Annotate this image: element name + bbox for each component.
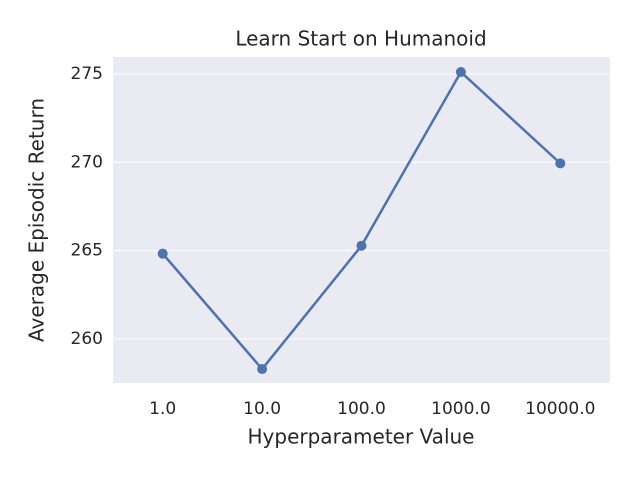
- x-tick-label: 10000.0: [525, 399, 595, 419]
- data-point: [157, 248, 168, 259]
- y-tick-label: 270: [71, 152, 103, 172]
- x-tick-label: 1000.0: [431, 399, 490, 419]
- y-axis-label: Average Episodic Return: [25, 98, 49, 342]
- data-point: [455, 67, 466, 78]
- data-point: [257, 364, 268, 375]
- y-tick-label: 275: [71, 64, 103, 84]
- x-tick-label: 10.0: [243, 399, 281, 419]
- data-point: [356, 240, 367, 251]
- plot-area: [113, 57, 610, 383]
- data-point: [555, 158, 566, 169]
- chart-title: Learn Start on Humanoid: [235, 27, 486, 51]
- x-tick-label: 100.0: [337, 399, 386, 419]
- x-tick-label: 1.0: [149, 399, 176, 419]
- y-tick-label: 265: [71, 241, 103, 261]
- x-axis-label: Hyperparameter Value: [248, 425, 475, 449]
- y-tick-label: 260: [71, 329, 103, 349]
